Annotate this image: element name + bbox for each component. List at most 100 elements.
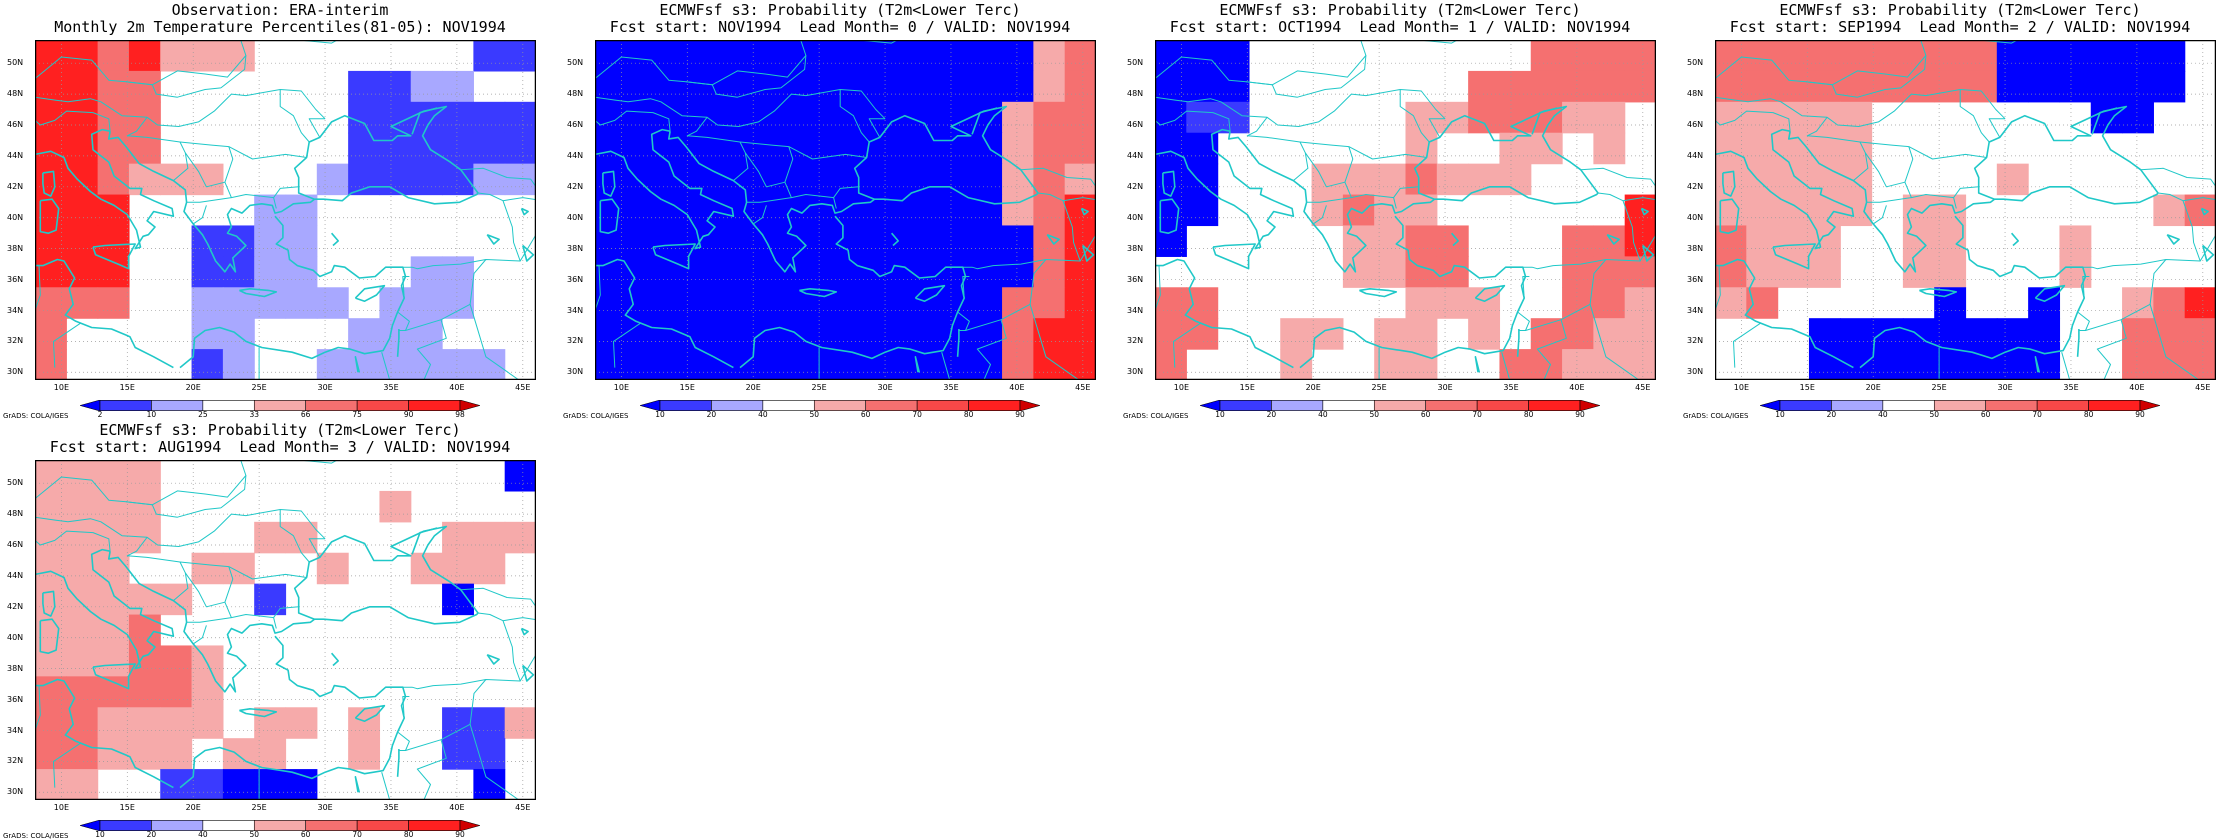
grid-cell [473,101,506,134]
lon-tick-label: 15E [119,383,135,392]
map-panel: ECMWFsf s3: Probability (T2m<Lower Terc)… [560,0,1120,420]
coastline [396,329,400,357]
grid-cell [1746,70,1779,103]
colorbar-segment [305,820,358,831]
grid-cell [97,707,130,739]
country-border [1715,89,2006,127]
grid-cell [1374,225,1407,257]
grid-cell [1374,194,1407,227]
grid-cell [1033,101,1066,134]
lon-tick-label: 45E [515,383,531,392]
grid-cell [410,163,443,196]
grid-cell [845,163,878,196]
grid-cell [1934,194,1967,227]
country-border [502,186,536,202]
map-svg [1155,40,1656,380]
grid-cell [128,490,161,523]
colorbar-tick-label: 80 [2083,410,2094,419]
lon-tick-label: 10E [53,803,70,812]
graticule [1715,40,2216,380]
grid-cell [66,614,99,647]
grid-cell [1934,70,1967,103]
lon-tick-label: 35E [383,803,399,812]
coastline [2166,233,2180,245]
grid-cell [939,225,972,257]
grid-cell [1871,40,1904,72]
grid-cell [1715,101,1747,134]
grid-cell [720,40,753,72]
grid-cell [1965,40,1998,72]
grid-cell [1965,70,1998,103]
map-panel: ECMWFsf s3: Probability (T2m<Lower Terc)… [1120,0,1680,420]
lon-tick-label: 35E [383,383,399,392]
grid-cell [97,287,130,319]
country-border [125,501,221,518]
grid-cell [35,101,67,134]
grid-cell [442,132,474,165]
grid-cell [222,256,255,288]
grid-cell [845,101,878,134]
grid-cell [720,194,753,227]
colorbar-segment [1579,399,1602,412]
grid-cell [908,318,941,350]
grid-cell [688,225,721,257]
lon-tick-label: 25E [251,383,267,392]
grid-cell [442,287,474,319]
country-border [2082,192,2201,270]
grid-cell [128,40,161,72]
coastline [652,243,696,270]
grid-cell [970,132,1003,165]
grid-cell [1530,70,1563,103]
country-border [1340,55,1367,89]
colorbar-tick-label: 70 [1472,410,1482,419]
grid-cell [1033,256,1066,288]
country-border [1952,40,2019,44]
colorbar-segment [151,820,204,831]
grid-cell [720,318,753,350]
grid-cell [939,256,972,288]
grid-cell [595,40,627,72]
country-border [381,352,391,380]
grid-cell [35,163,67,196]
country-border [1246,116,1309,181]
grid-cell [1064,256,1096,288]
country-border [35,110,111,132]
colorbar-segment [459,819,482,832]
country-border [595,89,886,127]
colorbar-tick-label: 66 [300,410,311,419]
grid-cell [876,132,909,165]
country-border [308,538,326,558]
grid-cell [128,583,161,616]
grid-cell [222,40,255,72]
colorbar-tick-label: 98 [455,410,465,419]
coastline [1772,243,1816,270]
lat-tick-label: 42N [7,181,24,191]
country-border [686,116,749,181]
grid-cell [1777,70,1810,103]
grid-cell [970,349,1003,380]
grid-cell [626,101,659,134]
grid-cell [1715,163,1747,196]
grid-cell [782,40,815,72]
grid-cell [2153,349,2186,380]
grid-cell [657,70,690,103]
colorbar-tick-label: 50 [1929,410,1940,419]
coastline [179,215,407,369]
grid-cell [1624,40,1656,72]
grid-cell [348,132,381,165]
country-border [53,322,82,368]
grid-cell [1033,287,1066,319]
lat-tick-label: 32N [7,336,24,346]
country-border [685,81,781,98]
coastline [35,548,175,670]
grid-cell [379,287,412,319]
grid-cell [908,132,941,165]
grid-cell [504,707,536,739]
grid-cell [316,552,349,585]
grid-cell [626,40,659,72]
country-border [2149,304,2200,380]
grid-cell [254,225,287,257]
country-border [1953,197,1957,209]
grid-cell [939,40,972,72]
map-frame [35,40,536,380]
